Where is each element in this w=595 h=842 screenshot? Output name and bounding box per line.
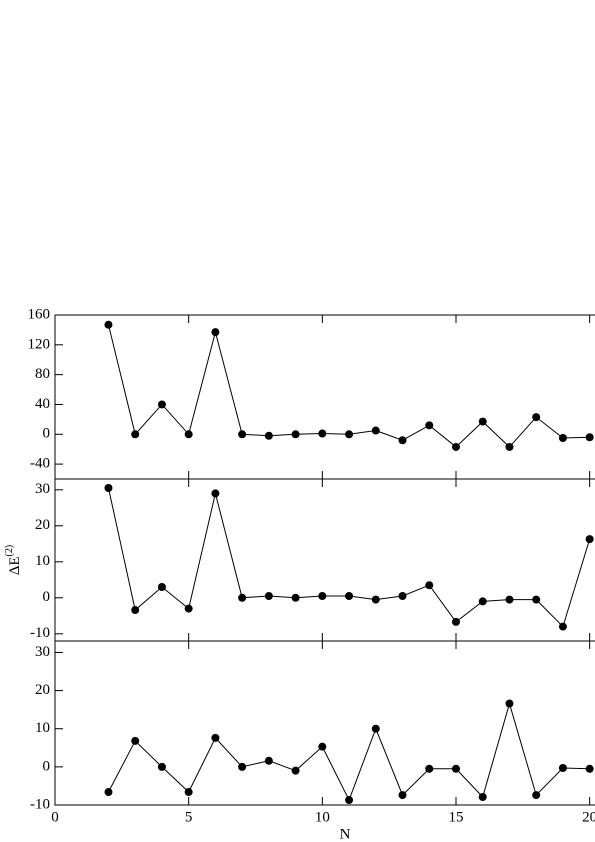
data-point: [585, 535, 594, 544]
data-point: [184, 788, 193, 797]
data-point: [371, 426, 380, 435]
data-point: [238, 593, 247, 602]
data-point: [157, 762, 166, 771]
data-point: [291, 593, 300, 602]
data-point: [451, 764, 460, 773]
data-point: [157, 583, 166, 591]
plot-frame: [54, 640, 595, 806]
x-axis-label: N: [340, 826, 351, 842]
data-point: [104, 320, 113, 329]
y-tick-label: 30: [35, 481, 50, 497]
data-point: [345, 796, 354, 805]
data-point: [398, 436, 407, 445]
data-point: [291, 766, 300, 775]
data-point: [211, 328, 220, 337]
data-point: [451, 442, 460, 451]
data-point: [264, 756, 273, 765]
y-tick-label: 0: [43, 426, 51, 442]
data-point: [211, 489, 220, 498]
y-tick-label: -40: [30, 456, 50, 472]
y-tick-label: 0: [43, 589, 51, 605]
data-point: [585, 764, 594, 773]
data-point: [425, 581, 434, 590]
data-point: [104, 484, 113, 492]
x-tick-label: 10: [315, 809, 330, 825]
data-point: [238, 430, 247, 439]
data-point: [318, 592, 327, 600]
x-tick-label: 15: [448, 809, 463, 825]
y-tick-label: 160: [28, 306, 51, 322]
data-point: [532, 595, 541, 604]
data-point: [585, 433, 594, 442]
x-tick-label: 5: [185, 809, 193, 825]
plot-frame: [54, 478, 595, 642]
data-line: [108, 701, 590, 802]
y-tick-label: 10: [35, 720, 50, 736]
y-tick-label: 80: [35, 366, 50, 382]
data-point: [398, 592, 407, 600]
data-point: [157, 400, 166, 409]
data-point: [184, 430, 193, 439]
data-point: [211, 733, 220, 742]
data-point: [558, 622, 567, 631]
y-tick-label: -10: [30, 625, 50, 641]
data-point: [425, 421, 434, 430]
data-point: [104, 788, 113, 797]
data-point: [478, 597, 487, 606]
data-line: [107, 487, 591, 628]
y-tick-label: 30: [35, 644, 50, 660]
data-point: [264, 592, 273, 600]
data-point: [558, 764, 567, 773]
y-axis-label-main: ΔE: [7, 556, 23, 575]
data-point: [425, 764, 434, 773]
data-point: [264, 431, 273, 440]
x-tick-label: 0: [51, 809, 59, 825]
data-point: [131, 606, 140, 615]
data-point: [478, 417, 487, 426]
x-tick-label: 20: [582, 809, 595, 825]
data-point: [505, 699, 514, 708]
y-tick-label: 120: [28, 336, 51, 352]
data-point: [532, 413, 541, 422]
data-point: [184, 604, 193, 613]
y-tick-label: 40: [35, 396, 50, 412]
data-line: [107, 324, 590, 448]
data-point: [532, 791, 541, 800]
data-point: [371, 595, 380, 604]
data-point: [371, 724, 380, 733]
data-point: [558, 434, 567, 442]
data-point: [478, 792, 487, 801]
y-tick-label: 20: [35, 682, 50, 698]
data-point: [505, 442, 514, 451]
data-point: [131, 430, 140, 439]
data-point: [318, 742, 327, 751]
data-point: [345, 592, 354, 600]
y-tick-label: -10: [30, 796, 50, 812]
y-tick-label: 10: [35, 553, 50, 569]
plot-frame: [54, 314, 595, 480]
data-point: [505, 595, 514, 604]
data-point: [318, 429, 327, 438]
data-point: [451, 617, 460, 626]
y-tick-label: 20: [35, 517, 50, 533]
data-point: [398, 791, 407, 800]
y-tick-label: 0: [43, 758, 51, 774]
data-point: [345, 430, 354, 439]
data-point: [238, 762, 247, 771]
data-point: [291, 430, 300, 439]
data-point: [131, 736, 140, 745]
y-axis-label: ΔE(2): [4, 545, 23, 575]
y-axis-label-sup: (2): [4, 545, 15, 557]
